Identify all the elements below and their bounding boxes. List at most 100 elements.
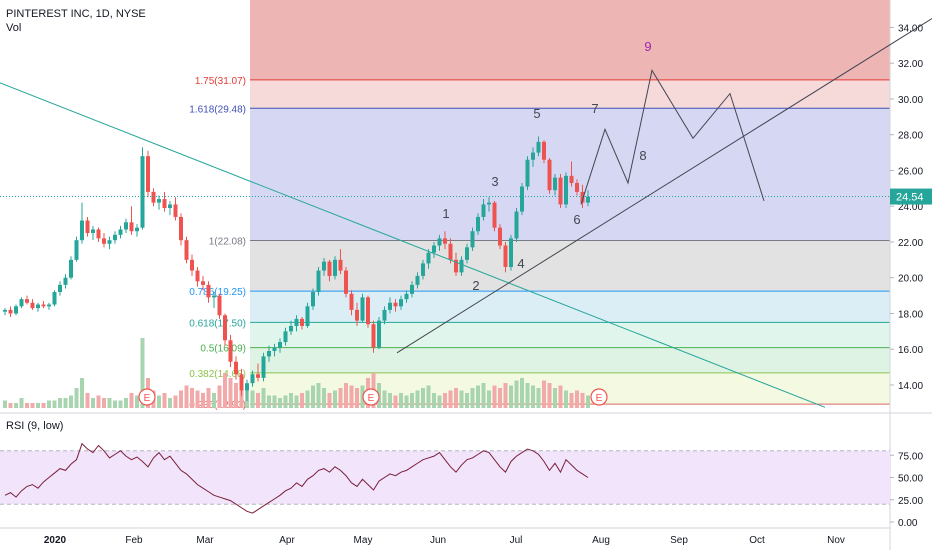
candle-body xyxy=(377,320,381,348)
candle-body xyxy=(476,216,480,232)
candle-body xyxy=(118,229,123,235)
candle-body xyxy=(300,318,304,326)
volume-bar xyxy=(520,378,524,408)
candle-body xyxy=(382,309,387,321)
candle-body xyxy=(151,191,156,203)
candle-body xyxy=(355,309,359,321)
volume-bar xyxy=(294,395,299,408)
volume-bar xyxy=(388,393,392,408)
price-tick-label: 34.00 xyxy=(898,23,923,34)
rsi-tick-label: 50.00 xyxy=(898,474,923,485)
candle-body xyxy=(531,152,535,160)
candle-body xyxy=(261,356,266,378)
candle-body xyxy=(52,292,57,305)
volume-bar xyxy=(58,398,62,408)
fib-zone xyxy=(250,322,890,348)
volume-bar xyxy=(404,395,409,408)
candle-body xyxy=(239,374,244,391)
volume-bar xyxy=(454,388,458,408)
candle-body xyxy=(3,309,7,312)
candle-body xyxy=(168,204,172,208)
fib-zones xyxy=(250,0,890,405)
candle-body xyxy=(536,141,541,153)
candle-body xyxy=(190,259,194,271)
wave-projection-path xyxy=(580,69,765,205)
volume-bar xyxy=(382,390,387,408)
volume-bar xyxy=(564,390,568,408)
volume-bar xyxy=(344,383,348,408)
rsi-tick-label: 25.00 xyxy=(898,496,923,507)
candle-body xyxy=(404,293,409,300)
volume-bar xyxy=(355,388,359,408)
volume-bar xyxy=(124,398,128,408)
candle-body xyxy=(294,318,299,326)
candle-body xyxy=(146,156,150,192)
wave-label: 4 xyxy=(517,256,524,271)
volume-bar xyxy=(283,395,288,408)
wave-label: 7 xyxy=(591,101,598,116)
candle-body xyxy=(283,331,288,343)
volume-bar xyxy=(492,385,497,408)
volume-bar xyxy=(107,398,112,408)
uptrend-line xyxy=(396,18,932,354)
candle-body xyxy=(14,306,18,314)
volume-bar xyxy=(503,383,508,408)
volume-bar xyxy=(96,395,101,408)
price-tick-label: 16.00 xyxy=(898,345,923,356)
candle-body xyxy=(36,304,40,309)
volume-bar xyxy=(311,385,315,408)
earnings-marker-circle xyxy=(362,388,380,406)
fib-level-label: 1(22.08) xyxy=(209,237,246,248)
candle-body xyxy=(140,156,145,228)
time-tick-label: 2020 xyxy=(44,535,67,546)
candle-body xyxy=(399,299,403,307)
volume-bar xyxy=(173,395,178,408)
fib-zone xyxy=(250,0,890,80)
candle-body xyxy=(267,351,271,357)
volume-bar xyxy=(305,390,310,408)
volume-bar xyxy=(399,393,403,408)
chart-header: PINTEREST INC, 1D, NYSE Vol xyxy=(6,7,146,35)
candle-body xyxy=(426,252,431,264)
candle-body xyxy=(206,284,211,298)
fib-level-label: 0.786(19.25) xyxy=(189,287,246,298)
volume-bar xyxy=(140,338,145,408)
candle-body xyxy=(91,229,95,234)
rsi-tick-label: 0.00 xyxy=(898,518,918,529)
earnings-marker-label: E xyxy=(596,393,603,404)
candle-body xyxy=(547,159,552,191)
candle-body xyxy=(393,302,398,307)
volume-bar xyxy=(448,390,453,408)
volume-bar xyxy=(19,398,24,408)
volume-bar xyxy=(135,395,139,408)
time-tick-label: Aug xyxy=(592,535,610,546)
candle-body xyxy=(564,175,568,205)
volume-bar xyxy=(437,395,442,408)
volume-bar xyxy=(322,388,326,408)
volume-bar xyxy=(267,395,271,408)
volume-bar xyxy=(300,393,304,408)
volume-bar xyxy=(542,380,546,408)
fib-zone xyxy=(250,79,890,109)
fib-level-label: 1.75(31.07) xyxy=(195,76,246,87)
candle-body xyxy=(333,259,337,276)
candle-body xyxy=(41,304,46,307)
time-tick-label: Jul xyxy=(510,535,523,546)
candle-body xyxy=(25,299,29,303)
volume-bar xyxy=(256,393,260,408)
price-tick-label: 22.00 xyxy=(898,238,923,249)
volume-bar xyxy=(514,380,519,408)
volume-label: Vol xyxy=(6,22,22,34)
volume-bar xyxy=(206,388,211,408)
volume-bar xyxy=(69,395,73,408)
volume-bar xyxy=(410,393,414,408)
volume-bar xyxy=(234,383,238,408)
volume-bar xyxy=(250,390,255,408)
volume-bar xyxy=(465,393,469,408)
candle-body xyxy=(569,175,574,183)
volume-bar xyxy=(289,393,293,408)
candle-body xyxy=(580,191,585,203)
earnings-marker-label: E xyxy=(144,393,151,404)
volume-bar xyxy=(80,378,84,408)
